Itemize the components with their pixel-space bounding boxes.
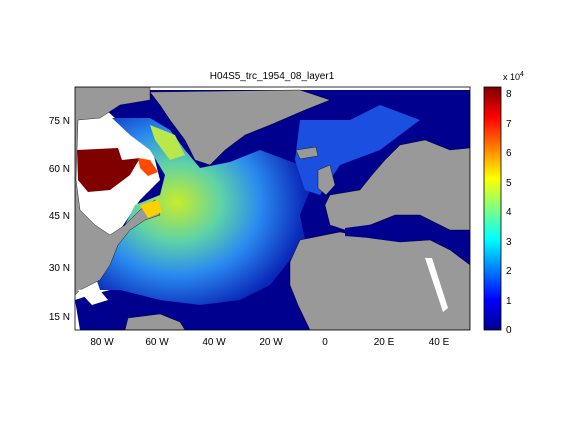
colorbar-tick-label: 4 [506, 207, 512, 218]
colorbar-tick-label: 1 [506, 296, 512, 307]
x-tick-label: 20 E [374, 337, 395, 348]
x-axis: 80 W 60 W 40 W 20 W 0 20 E 40 E [90, 337, 449, 348]
x-tick-label: 20 W [259, 337, 283, 348]
colorbar-tick-label: 0 [506, 325, 512, 336]
north-america-land [75, 87, 161, 296]
map-title: H04S5_trc_1954_08_layer1 [210, 71, 335, 82]
uk-land [317, 164, 336, 196]
colorbar-tick-label: 2 [506, 266, 512, 277]
labrador-sea-field [150, 125, 185, 160]
y-tick-label: 15 N [49, 312, 70, 323]
colorbar-gradient [483, 86, 502, 331]
x-tick-label: 40 W [202, 337, 226, 348]
hudson-strait-field [138, 158, 158, 176]
y-axis: 75 N 60 N 45 N 30 N 15 N [49, 116, 70, 323]
europe-land [324, 139, 470, 231]
x-tick-label: 80 W [90, 337, 114, 348]
mediterranean-field [345, 222, 430, 242]
colorbar-tick-label: 5 [506, 178, 512, 189]
colorbar-tick-label: 6 [506, 148, 512, 159]
gulf-of-mexico-missing [78, 288, 108, 305]
ocean-tracer-field [95, 118, 310, 305]
hudson-bay-field [77, 148, 140, 192]
colorbar-tick-label: 7 [506, 119, 512, 130]
x-tick-label: 60 W [145, 337, 169, 348]
colorbar-tick-label: 3 [506, 237, 512, 248]
x-tick-label: 0 [322, 337, 328, 348]
greenland-land [149, 89, 331, 166]
colorbar-tick-label: 8 [506, 89, 512, 100]
y-tick-label: 30 N [49, 263, 70, 274]
x-tick-label: 40 E [429, 337, 450, 348]
map-area [75, 87, 470, 330]
y-tick-label: 45 N [49, 211, 70, 222]
map-frame [74, 86, 471, 331]
y-tick-label: 75 N [49, 116, 70, 127]
colorbar-multiplier: x 104 [503, 71, 524, 82]
y-tick-label: 60 N [49, 164, 70, 175]
south-america-land [124, 313, 186, 330]
iceland-land [295, 146, 319, 160]
red-sea-missing [425, 258, 448, 312]
st-lawrence-field [140, 200, 162, 218]
africa-land [289, 231, 470, 330]
colorbar: x 104 0 1 2 3 4 5 6 7 8 [483, 71, 524, 336]
